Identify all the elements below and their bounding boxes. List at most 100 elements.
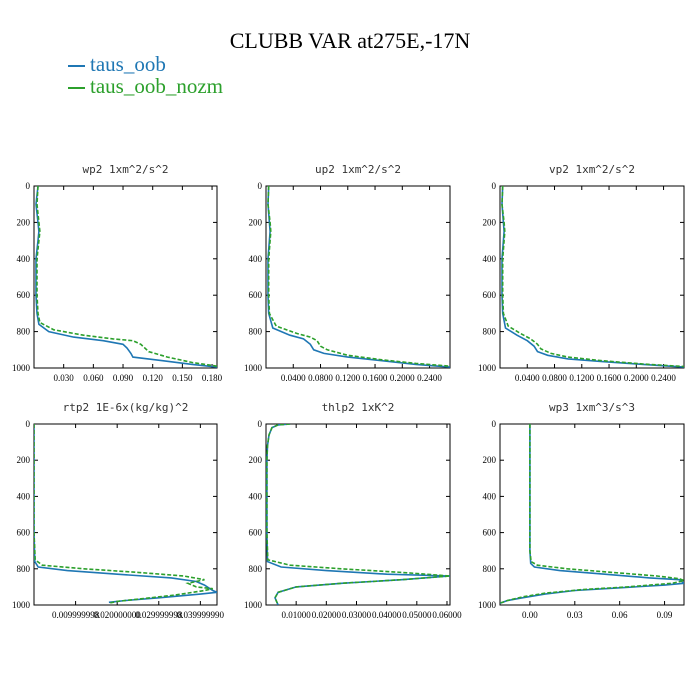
y-tick-label: 0 bbox=[492, 181, 497, 191]
chart-panel-2: up2 1xm^2/s^2 0 200 400 600 800 1000 0.0400 0.08… bbox=[244, 163, 451, 383]
series-line-taus-oob-nozm bbox=[500, 424, 684, 604]
x-tick-label: 0.2000 bbox=[390, 373, 415, 383]
y-tick-label: 200 bbox=[17, 217, 31, 227]
x-tick-label: 0.02000 bbox=[312, 610, 342, 620]
chart-panel-3: vp2 1xm^2/s^2 0 200 400 600 800 1000 0.0400 0.08… bbox=[478, 163, 685, 383]
x-tick-label: 0.06 bbox=[612, 610, 628, 620]
legend-label: taus_oob_nozm bbox=[90, 74, 223, 98]
y-tick-label: 200 bbox=[249, 455, 263, 465]
x-tick-label: 0.03 bbox=[567, 610, 583, 620]
x-tick-label: 0.1200 bbox=[335, 373, 360, 383]
y-tick-label: 600 bbox=[483, 528, 497, 538]
y-tick-label: 600 bbox=[249, 290, 263, 300]
chart-panel-1: wp2 1xm^2/s^2 0 200 400 600 800 1000 0.030 0.060… bbox=[12, 163, 223, 383]
panel-title: thlp2 1xK^2 bbox=[322, 401, 395, 414]
x-tick-label: 0.03000 bbox=[342, 610, 372, 620]
panel-title: wp2 1xm^2/s^2 bbox=[82, 163, 168, 176]
x-tick-label: 0.0400 bbox=[281, 373, 306, 383]
y-tick-label: 600 bbox=[17, 528, 31, 538]
y-tick-label: 800 bbox=[483, 327, 497, 337]
y-tick-label: 1000 bbox=[244, 363, 263, 373]
y-tick-label: 0 bbox=[258, 181, 263, 191]
x-tick-label: 0.04000 bbox=[372, 610, 402, 620]
chart-panel-4: rtp2 1E-6x(kg/kg)^2 0 200 400 600 800 1000 0.00… bbox=[12, 401, 224, 620]
y-tick-label: 1000 bbox=[478, 363, 497, 373]
y-tick-label: 200 bbox=[249, 217, 263, 227]
y-tick-label: 400 bbox=[483, 254, 497, 264]
x-tick-label: 0.2400 bbox=[417, 373, 442, 383]
y-tick-label: 400 bbox=[483, 491, 497, 501]
plot-frame bbox=[499, 185, 685, 369]
y-tick-label: 800 bbox=[17, 327, 31, 337]
x-tick-label: 0.009999998 bbox=[52, 610, 100, 620]
x-tick-label: 0.09 bbox=[657, 610, 673, 620]
chart-panel-6: wp3 1xm^3/s^3 0 200 400 600 800 1000 0.00 0.03 0.… bbox=[478, 401, 685, 620]
panel-title: rtp2 1E-6x(kg/kg)^2 bbox=[63, 401, 189, 414]
series-line-taus-oob-nozm bbox=[267, 186, 450, 367]
y-tick-label: 1000 bbox=[12, 600, 31, 610]
legend-swatch-green bbox=[68, 87, 85, 90]
plot-frame bbox=[33, 185, 218, 369]
y-tick-label: 400 bbox=[249, 254, 263, 264]
x-tick-label: 0.0800 bbox=[542, 373, 567, 383]
series-line-taus-oob bbox=[267, 186, 450, 368]
series-line-taus-oob-nozm bbox=[266, 424, 450, 605]
x-tick-label: 0.030 bbox=[54, 373, 75, 383]
legend-label: taus_oob bbox=[90, 52, 166, 76]
plot-frame bbox=[265, 185, 451, 369]
y-tick-label: 600 bbox=[17, 290, 31, 300]
y-tick-label: 800 bbox=[17, 564, 31, 574]
x-tick-label: 0.060 bbox=[83, 373, 104, 383]
y-tick-label: 0 bbox=[258, 419, 263, 429]
y-tick-label: 200 bbox=[483, 455, 497, 465]
y-tick-label: 0 bbox=[26, 419, 31, 429]
y-tick-label: 1000 bbox=[244, 600, 263, 610]
y-tick-label: 800 bbox=[249, 564, 263, 574]
x-tick-label: 0.05000 bbox=[402, 610, 432, 620]
y-tick-label: 400 bbox=[17, 491, 31, 501]
x-tick-label: 0.1600 bbox=[597, 373, 622, 383]
legend-item-taus-oob-nozm: taus_oob_nozm bbox=[68, 74, 223, 99]
y-tick-label: 600 bbox=[249, 528, 263, 538]
panel-title: up2 1xm^2/s^2 bbox=[315, 163, 401, 176]
x-tick-label: 0.120 bbox=[143, 373, 164, 383]
y-tick-label: 600 bbox=[483, 290, 497, 300]
x-tick-label: 0.090 bbox=[113, 373, 134, 383]
x-tick-label: 0.180 bbox=[202, 373, 223, 383]
y-tick-label: 200 bbox=[483, 217, 497, 227]
x-tick-label: 0.1600 bbox=[363, 373, 388, 383]
figure-title: CLUBB VAR at275E,-17N bbox=[229, 28, 471, 53]
plot-frame bbox=[265, 423, 451, 606]
y-tick-label: 200 bbox=[17, 455, 31, 465]
panel-title: wp3 1xm^3/s^3 bbox=[549, 401, 635, 414]
x-tick-label: 0.150 bbox=[172, 373, 193, 383]
y-tick-label: 0 bbox=[492, 419, 497, 429]
x-tick-label: 0.0400 bbox=[515, 373, 540, 383]
x-tick-label: 0.029999998 bbox=[135, 610, 183, 620]
x-tick-label: 0.00 bbox=[522, 610, 538, 620]
series-line-taus-oob-nozm bbox=[501, 186, 684, 368]
y-tick-label: 1000 bbox=[478, 600, 497, 610]
y-tick-label: 0 bbox=[26, 181, 31, 191]
x-tick-label: 0.06000 bbox=[432, 610, 462, 620]
y-tick-label: 800 bbox=[249, 327, 263, 337]
y-tick-label: 400 bbox=[17, 254, 31, 264]
plot-frame bbox=[499, 423, 685, 606]
x-tick-label: 0.1200 bbox=[569, 373, 594, 383]
x-tick-label: 0.2400 bbox=[651, 373, 676, 383]
chart-panel-5: thlp2 1xK^2 0 200 400 600 800 1000 0.01000 0.020… bbox=[244, 401, 462, 620]
y-tick-label: 800 bbox=[483, 564, 497, 574]
x-tick-label: 0.01000 bbox=[282, 610, 312, 620]
series-line-taus-oob-nozm bbox=[36, 186, 217, 367]
series-line-taus-oob-nozm bbox=[34, 424, 213, 604]
legend-swatch-blue bbox=[68, 65, 85, 68]
y-tick-label: 1000 bbox=[12, 363, 31, 373]
x-tick-label: 0.0800 bbox=[308, 373, 333, 383]
x-tick-label: 0.039999990 bbox=[177, 610, 225, 620]
x-tick-label: 0.020000000 bbox=[94, 610, 142, 620]
panel-title: vp2 1xm^2/s^2 bbox=[549, 163, 635, 176]
y-tick-label: 400 bbox=[249, 491, 263, 501]
series-line-taus-oob bbox=[35, 186, 217, 368]
plot-frame bbox=[33, 423, 218, 606]
